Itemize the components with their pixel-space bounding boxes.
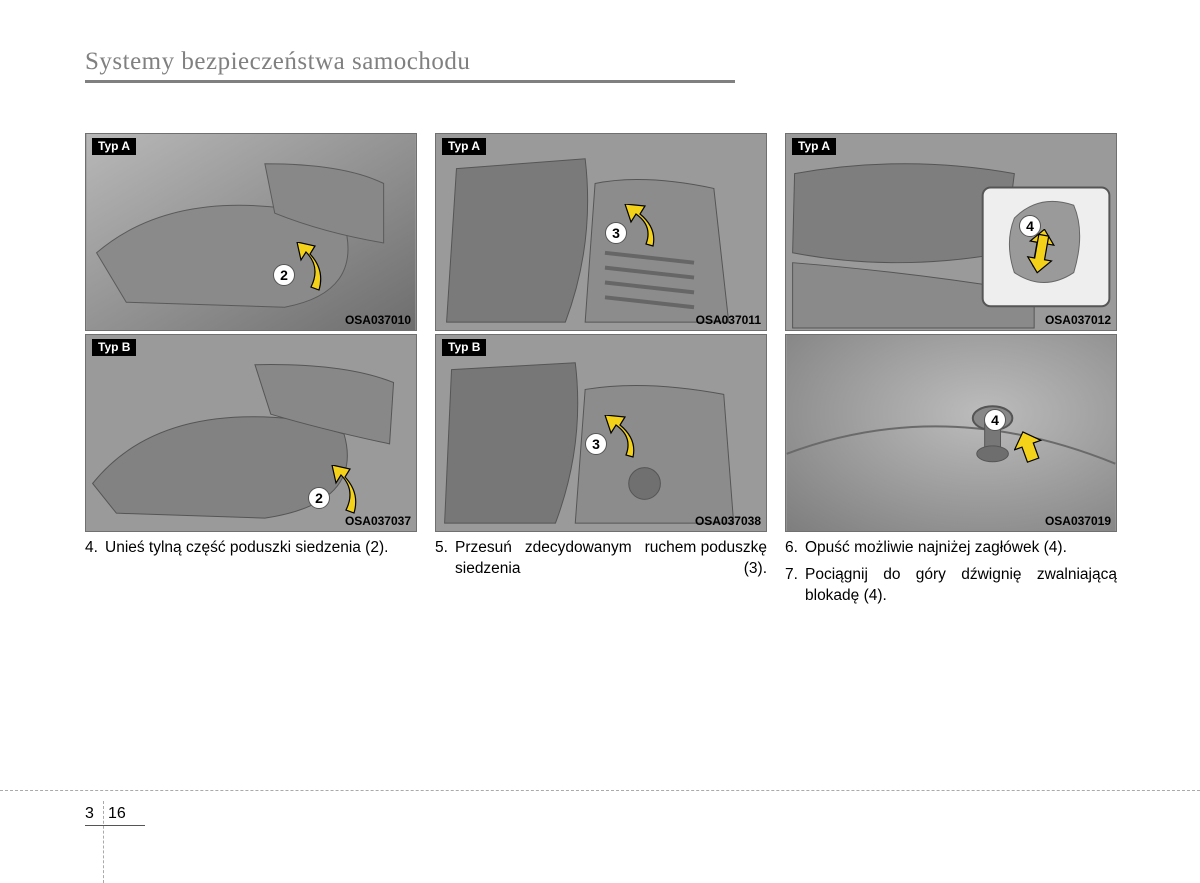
column-2: Typ A 3 OSA037011 Typ B [435, 133, 767, 607]
figure-1a: Typ A 2 OSA037010 [85, 133, 417, 331]
page-header: Systemy bezpieczeństwa samochodu [85, 48, 1120, 80]
step-body: Pociągnij do góry dźwignię zwalniającą b… [805, 565, 1117, 607]
page-number: 16 [108, 805, 126, 823]
figure-code: OSA037037 [345, 514, 411, 528]
seat-illustration [786, 134, 1116, 330]
figure-3b: 4 OSA037019 [785, 334, 1117, 532]
figure-code: OSA037010 [345, 313, 411, 327]
instruction-step: 6. Opuść możliwie najniżej zagłówek (4). [785, 538, 1117, 559]
callout-arrow: 4 [1021, 229, 1061, 279]
callout-number: 3 [585, 433, 607, 455]
figure-2b: Typ B 3 OSA037038 [435, 334, 767, 532]
content-area: Typ A 2 OSA037010 Typ B [85, 133, 1120, 607]
callout-number: 3 [605, 222, 627, 244]
header-rule [85, 80, 735, 83]
callout-number: 2 [308, 487, 330, 509]
callout-number: 4 [984, 409, 1006, 431]
callout-arrow: 2 [316, 465, 366, 520]
figure-code: OSA037038 [695, 514, 761, 528]
figure-code: OSA037011 [696, 313, 761, 327]
instruction-step: 7. Pociągnij do góry dźwignię zwalniając… [785, 565, 1117, 607]
instruction-step: 4. Unieś tylną część poduszki siedzenia … [85, 538, 417, 559]
callout-arrow: 2 [281, 242, 331, 297]
figure-code: OSA037012 [1045, 313, 1111, 327]
step-number: 5. [435, 538, 455, 580]
seat-illustration [86, 335, 416, 531]
seat-illustration [786, 335, 1116, 531]
step-body: Przesuń zdecydowanym ruchem poduszkę sie… [455, 538, 767, 580]
footer-hline [85, 825, 145, 826]
callout-number: 4 [1019, 215, 1041, 237]
column-1: Typ A 2 OSA037010 Typ B [85, 133, 417, 607]
figure-type-label: Typ A [792, 138, 836, 155]
page-footer: 3 16 [0, 790, 1200, 791]
figure-1b: Typ B 2 OSA037037 [85, 334, 417, 532]
step-number: 6. [785, 538, 805, 559]
figure-type-label: Typ A [442, 138, 486, 155]
instruction-step: 5. Przesuń zdecydowanym ruchem poduszkę … [435, 538, 767, 580]
callout-arrow: 3 [611, 204, 661, 254]
callout-number: 2 [273, 264, 295, 286]
callout-arrow: 3 [591, 415, 641, 465]
step-number: 7. [785, 565, 805, 607]
step-number: 4. [85, 538, 105, 559]
callout-arrow [1014, 431, 1054, 476]
figure-type-label: Typ B [442, 339, 486, 356]
figure-3a: Typ A 4 OSA037012 [785, 133, 1117, 331]
footer-vline [103, 801, 104, 883]
seat-illustration [86, 134, 416, 330]
figure-code: OSA037019 [1045, 514, 1111, 528]
column-3: Typ A 4 OSA037012 [785, 133, 1117, 607]
figure-type-label: Typ A [92, 138, 136, 155]
seat-illustration [436, 134, 766, 330]
figure-2a: Typ A 3 OSA037011 [435, 133, 767, 331]
step-body: Opuść możliwie najniżej zagłówek (4). [805, 538, 1117, 559]
chapter-number: 3 [85, 805, 94, 823]
figure-type-label: Typ B [92, 339, 136, 356]
step-body: Unieś tylną część poduszki siedzenia (2)… [105, 538, 417, 559]
